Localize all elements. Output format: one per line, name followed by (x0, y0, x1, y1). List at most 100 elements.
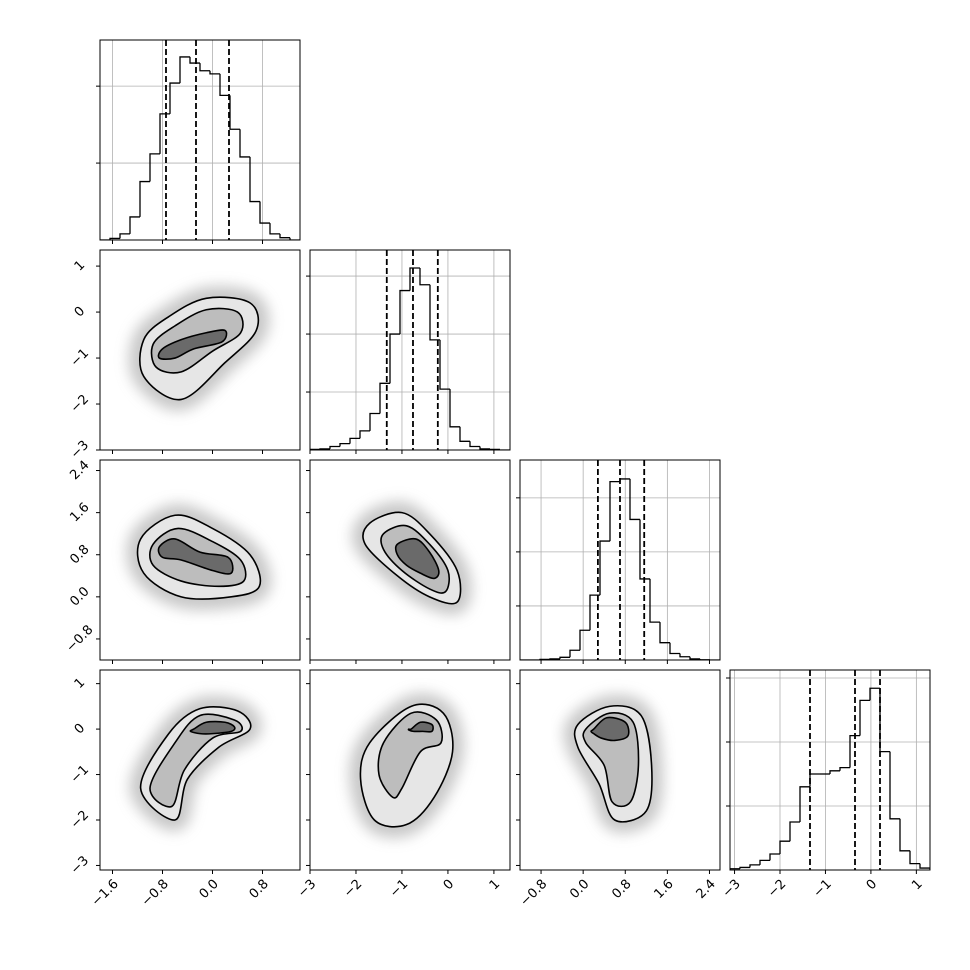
contour (407, 721, 434, 733)
histogram-step (109, 237, 120, 240)
histogram-step (589, 594, 600, 631)
y-tick-label: 1.6 (67, 500, 92, 525)
histogram-step (769, 853, 780, 861)
x-tick-label: 1.6 (651, 877, 676, 902)
density-panel (128, 286, 270, 411)
histogram-step (909, 850, 920, 865)
histogram-step (449, 389, 460, 428)
histogram-step (749, 864, 760, 868)
histogram-step (489, 448, 500, 450)
axes-frame (309, 249, 511, 451)
histogram-panel (730, 670, 930, 870)
histogram-step (839, 766, 850, 771)
x-tick-label: 0.0 (197, 877, 222, 902)
y-tick-label: 1 (72, 258, 88, 274)
histogram-step (899, 818, 910, 852)
histogram-step (459, 426, 470, 442)
axes-frame (729, 669, 931, 871)
histogram-step (679, 653, 690, 658)
axes-frame (99, 39, 301, 241)
histogram-step (659, 622, 670, 644)
histogram-step (269, 223, 280, 235)
histogram-step (859, 699, 870, 736)
histogram-step (549, 658, 560, 660)
histogram-step (199, 63, 210, 72)
x-tick-label: −2 (765, 877, 789, 901)
histogram-step (419, 267, 430, 286)
x-tick-label: 0 (441, 877, 457, 893)
histogram-step (389, 333, 400, 384)
histogram-step (809, 773, 820, 787)
density-panel (129, 695, 262, 831)
x-tick-label: −3 (295, 877, 319, 901)
histogram-step (319, 448, 330, 450)
x-tick-label: −1 (387, 877, 411, 901)
density-panel (351, 501, 472, 615)
histogram-step (119, 233, 130, 239)
x-tick-label: 2.4 (694, 877, 719, 902)
histogram-step (730, 868, 740, 870)
histogram-step (329, 445, 340, 449)
histogram-step (569, 649, 580, 658)
x-tick-label: 0.0 (567, 877, 592, 902)
histogram-step (609, 480, 620, 542)
contour (394, 537, 440, 580)
x-tick-label: −2 (341, 877, 365, 901)
x-tick-label: −3 (720, 877, 744, 901)
histogram-step (889, 751, 900, 820)
y-tick-label: −3 (68, 438, 92, 462)
histogram-step (639, 519, 650, 580)
histogram-step (439, 339, 450, 390)
density-panel (126, 504, 272, 611)
histogram-step (399, 289, 410, 335)
histogram-step (759, 859, 770, 865)
y-tick-label: −2 (68, 392, 92, 416)
histogram-panel (520, 460, 720, 660)
histogram-step (179, 56, 190, 84)
histogram-step (779, 840, 790, 854)
histogram-step (289, 237, 300, 240)
histogram-step (159, 113, 170, 154)
contour (157, 538, 234, 575)
histogram-panel (310, 250, 510, 450)
histogram-step (649, 578, 660, 623)
axes-frame (99, 459, 301, 661)
histogram-step (629, 478, 640, 521)
density-panel (349, 693, 464, 838)
histogram-step (339, 442, 350, 447)
y-tick-label: −1 (68, 762, 92, 786)
density-panel (563, 694, 663, 833)
histogram-step (369, 412, 380, 431)
histogram-step (310, 448, 320, 450)
x-tick-label: −0.8 (139, 877, 172, 910)
y-tick-label: 1 (72, 675, 88, 691)
histogram-step (799, 786, 810, 822)
histogram-step (379, 382, 390, 414)
histogram-step (139, 180, 150, 217)
histogram-step (849, 734, 860, 768)
y-tick-label: −1 (68, 346, 92, 370)
histogram-step (249, 156, 260, 203)
y-tick-label: 0.0 (67, 584, 92, 609)
histogram-step (669, 642, 680, 655)
histogram-step (559, 656, 570, 659)
axes-frame (99, 249, 301, 451)
histogram-step (409, 267, 420, 291)
x-tick-label: 0 (864, 877, 880, 893)
histogram-step (279, 233, 290, 239)
histogram-step (479, 446, 490, 450)
axes-frame (309, 669, 511, 871)
axes-frame (309, 459, 511, 661)
histogram-step (359, 430, 370, 439)
contour (157, 329, 228, 360)
histogram-step (169, 82, 180, 114)
x-tick-label: 1 (909, 877, 925, 893)
histogram-step (789, 821, 800, 842)
histogram-step (239, 129, 250, 158)
contour (149, 713, 243, 808)
histogram-step (429, 284, 440, 341)
y-tick-label: −0.8 (64, 622, 97, 655)
histogram-step (209, 70, 220, 75)
axes-frame (519, 459, 721, 661)
